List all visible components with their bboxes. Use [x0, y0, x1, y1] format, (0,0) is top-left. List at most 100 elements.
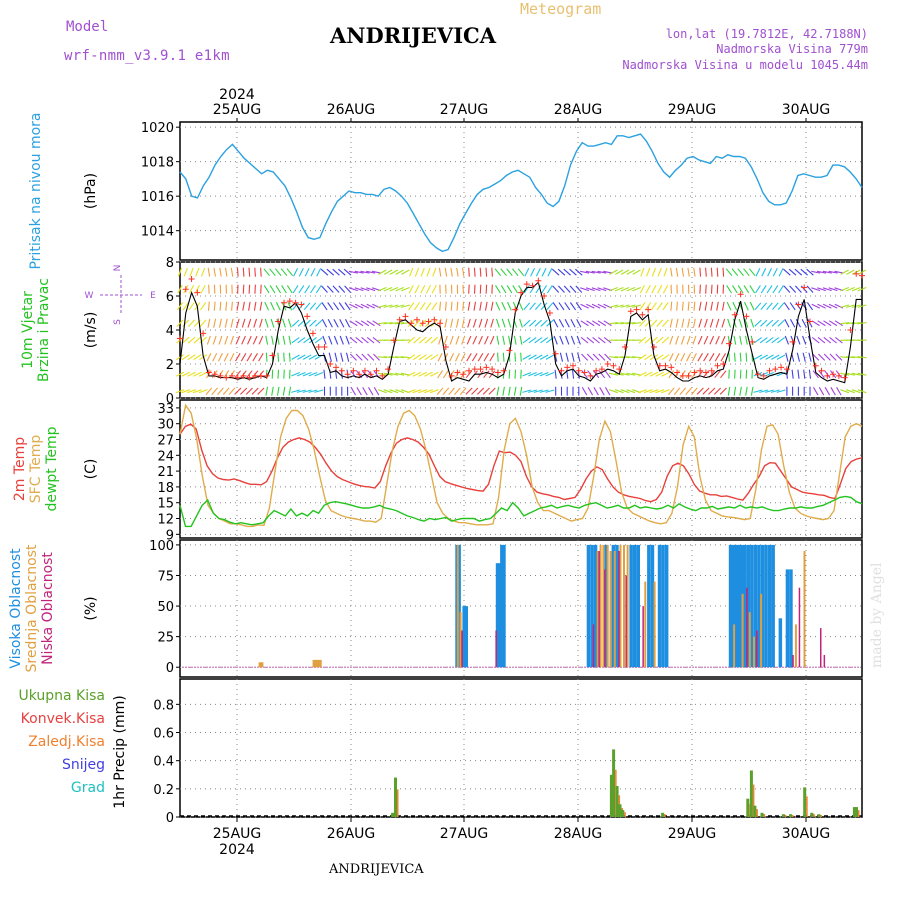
wind-arrow: [400, 356, 410, 359]
wind-arrow: [257, 387, 265, 395]
wind-arrow: [603, 320, 612, 327]
gust-marker: [344, 371, 351, 378]
cloud-mid-bar-12: [653, 581, 656, 668]
gust-marker: [818, 367, 825, 374]
wind-arrow: [551, 268, 560, 276]
wind-arrow: [431, 284, 437, 294]
wind-arrow: [765, 337, 774, 344]
wind-arrow: [650, 319, 658, 327]
cloud-mid-bar-7: [613, 551, 616, 668]
wind-arrow: [424, 336, 433, 344]
wind-arrow: [328, 352, 332, 362]
cloud-high-bar-5: [497, 563, 502, 668]
ylabel-pressure-0: Pritisak na nivou mora: [28, 112, 44, 269]
gust-marker: [177, 335, 183, 342]
gust-marker: [570, 362, 577, 369]
wind-arrow: [651, 267, 657, 277]
wind-arrow: [721, 318, 726, 328]
wind-arrow: [645, 302, 652, 311]
wind-arrow: [686, 352, 692, 362]
gust-marker: [841, 374, 848, 381]
wind-arrow: [743, 268, 750, 277]
wind-arrow: [708, 353, 715, 362]
wind-arrow: [620, 372, 630, 376]
wind-arrow: [661, 371, 670, 377]
wind-arrow: [620, 304, 630, 308]
wind-arrow: [669, 335, 674, 345]
wind-arrow: [534, 337, 543, 344]
gust-marker: [373, 367, 380, 374]
gust-marker: [402, 313, 409, 320]
xtick-top-5: 30AUG: [782, 102, 831, 118]
wind-arrow: [553, 335, 558, 345]
wind-arrow: [514, 369, 517, 379]
wind-arrow: [704, 318, 708, 328]
wind-arrow: [585, 287, 595, 292]
wind-arrow: [777, 319, 785, 327]
wind-arrow: [708, 387, 716, 395]
cloud-high-bar-33: [764, 544, 768, 668]
wind-arrow: [235, 318, 240, 328]
wind-arrow: [770, 389, 780, 393]
wind-arrow: [528, 319, 537, 327]
gust-marker: [454, 369, 461, 376]
wind-arrow: [320, 268, 329, 276]
wind-arrow: [645, 284, 651, 294]
wind-arrow: [529, 302, 536, 310]
wind-arrow: [816, 270, 827, 274]
wind-arrow: [794, 285, 802, 293]
wind-arrow: [608, 304, 618, 308]
wind-arrow: [822, 270, 832, 274]
wind-arrow: [265, 352, 268, 362]
wind-arrow: [412, 371, 422, 377]
cloud-high-bar-23: [731, 544, 735, 668]
series-line-pressure-0: [179, 133, 863, 253]
gust-marker: [460, 371, 467, 378]
wind-arrow: [407, 354, 416, 361]
xtick-top-2: 27AUG: [440, 102, 489, 118]
wind-arrow: [715, 335, 720, 345]
wind-arrow: [314, 371, 324, 377]
wind-arrow: [366, 320, 375, 327]
wind-arrow: [508, 335, 511, 345]
wind-arrow: [224, 335, 229, 345]
wind-arrow: [604, 387, 611, 396]
wind-arrow: [851, 356, 861, 359]
wind-arrow: [726, 285, 732, 294]
wind-arrow: [783, 285, 791, 293]
wind-arrow: [455, 318, 459, 328]
wind-arrow: [303, 319, 311, 327]
wind-arrow: [187, 336, 196, 344]
precip-bar-10: [753, 805, 757, 817]
wind-arrow: [430, 354, 439, 361]
ytick-label-clouds-3: 75: [157, 569, 174, 584]
cloud-high-bar-27: [743, 544, 747, 668]
wind-arrow: [269, 285, 276, 294]
wind-arrow: [669, 318, 673, 328]
wind-arrow: [649, 389, 659, 394]
wind-arrow: [468, 267, 470, 277]
wind-arrow: [260, 284, 262, 294]
wind-arrow: [524, 267, 530, 277]
wind-arrow: [242, 284, 245, 294]
wind-arrow: [349, 336, 358, 344]
wind-arrow: [193, 336, 202, 344]
wind-arrow: [230, 335, 235, 345]
wind-arrow: [720, 353, 727, 362]
wind-arrow: [251, 387, 259, 395]
wind-arrow: [802, 352, 806, 362]
wind-arrow: [418, 336, 427, 344]
wind-arrow: [592, 353, 600, 361]
wind-arrow: [471, 353, 478, 362]
gust-marker: [361, 367, 368, 374]
wind-arrow: [783, 302, 790, 311]
gust-marker: [859, 272, 865, 279]
wind-arrow: [471, 387, 479, 395]
cloud-high-bar-22: [728, 544, 733, 668]
ytick-label-clouds-2: 50: [157, 600, 174, 615]
wind-arrow: [834, 270, 844, 274]
wind-arrow: [461, 335, 466, 345]
wind-arrow: [240, 353, 247, 362]
wind-arrow: [732, 285, 738, 294]
wind-arrow: [523, 319, 531, 327]
